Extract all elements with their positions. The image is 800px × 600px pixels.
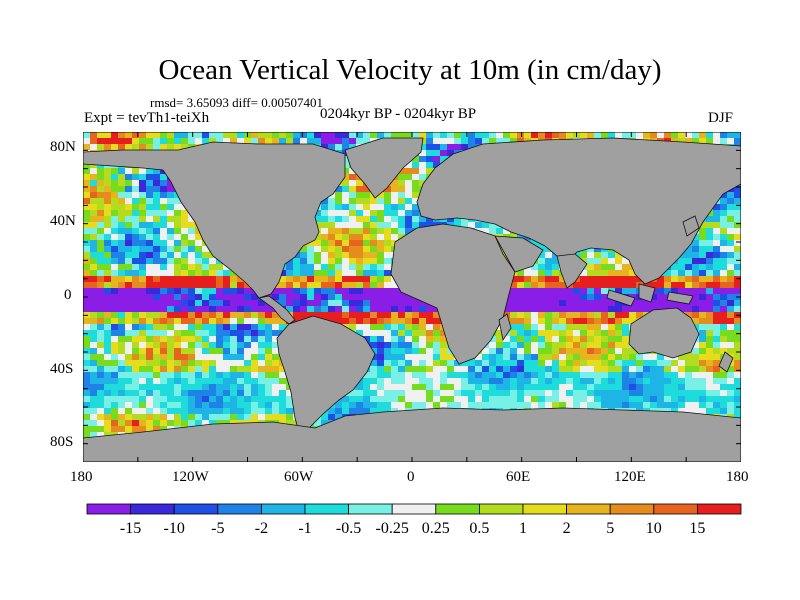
- land-indonesia-1: [606, 289, 636, 307]
- lon-label-120w: 120W: [172, 469, 209, 485]
- lat-label-40n: 40N: [50, 213, 76, 229]
- lat-label-40s: 40S: [50, 361, 74, 377]
- colorbar-swatch: [478, 503, 524, 515]
- colorbar-label: -15: [120, 520, 141, 537]
- lon-label-60e: 60E: [506, 469, 531, 485]
- period-label: 0204kyr BP - 0204kyr BP: [320, 106, 477, 122]
- colorbar-label: 15: [689, 520, 705, 537]
- land-new-guinea: [666, 291, 694, 305]
- lon-label-180-right: 180: [726, 469, 749, 485]
- colorbar-label: -10: [164, 520, 185, 537]
- land-central-america: [258, 295, 296, 325]
- lon-label-0: 0: [407, 469, 415, 485]
- colorbar-label: -0.25: [376, 520, 409, 537]
- lat-label-0: 0: [64, 287, 72, 303]
- colorbar-swatch: [566, 503, 611, 515]
- colorbar-label: 2: [563, 520, 571, 537]
- colorbar-swatch: [260, 503, 306, 515]
- colorbar-swatch: [217, 503, 262, 515]
- colorbar-swatch: [697, 503, 742, 515]
- colorbar-swatch: [304, 503, 349, 515]
- colorbar-swatch: [130, 503, 175, 515]
- land-south-america: [276, 315, 376, 433]
- colorbar-label: 0.5: [469, 520, 489, 537]
- lon-label-60w: 60W: [284, 469, 314, 485]
- land-new-zealand: [718, 351, 734, 373]
- colorbar-swatch: [86, 503, 131, 515]
- land-india: [556, 253, 588, 289]
- land-indonesia-2: [638, 283, 656, 303]
- plot-title: Ocean Vertical Velocity at 10m (in cm/da…: [158, 54, 662, 86]
- lat-label-80n: 80N: [50, 139, 76, 155]
- colorbar-label: -1: [298, 520, 311, 537]
- colorbar-swatch: [391, 503, 437, 515]
- colorbar-swatch: [435, 503, 480, 515]
- colorbar-swatch: [348, 503, 393, 515]
- lon-label-120e: 120E: [614, 469, 646, 485]
- land-africa: [390, 223, 516, 365]
- experiment-label: Expt = tevTh1-teiXh: [84, 110, 210, 126]
- land-madagascar: [498, 313, 512, 342]
- land-australia: [628, 307, 700, 359]
- stats-text: rmsd= 3.65093 diff= 0.00507401: [150, 95, 323, 110]
- colorbar-label: -2: [255, 520, 268, 537]
- colorbar: -15 -10 -5 -2 -1 -0.5 -0.25 0.25 0.5 1 2 5 10 15: [86, 503, 742, 537]
- land-eurasia: [416, 137, 741, 285]
- colorbar-swatch: [173, 503, 219, 515]
- colorbar-swatch: [653, 503, 698, 515]
- colorbar-label: 5: [606, 520, 614, 537]
- season-label: DJF: [708, 110, 734, 126]
- land-antarctica: [83, 407, 741, 462]
- land-arabia: [494, 235, 544, 273]
- colorbar-label: -0.5: [336, 520, 361, 537]
- colorbar-label: 1: [519, 520, 527, 537]
- lon-label-180-left: 180: [70, 469, 93, 485]
- land-japan: [682, 215, 700, 237]
- colorbar-label: 10: [646, 520, 662, 537]
- land-north-america: [83, 141, 346, 299]
- colorbar-label: -5: [211, 520, 224, 537]
- colorbar-label: 0.25: [422, 520, 450, 537]
- colorbar-swatch: [522, 503, 567, 515]
- land-greenland: [344, 137, 424, 199]
- lat-label-80s: 80S: [50, 434, 74, 450]
- map-panel: [83, 132, 741, 462]
- colorbar-swatch: [609, 503, 655, 515]
- land-masses: [83, 137, 741, 462]
